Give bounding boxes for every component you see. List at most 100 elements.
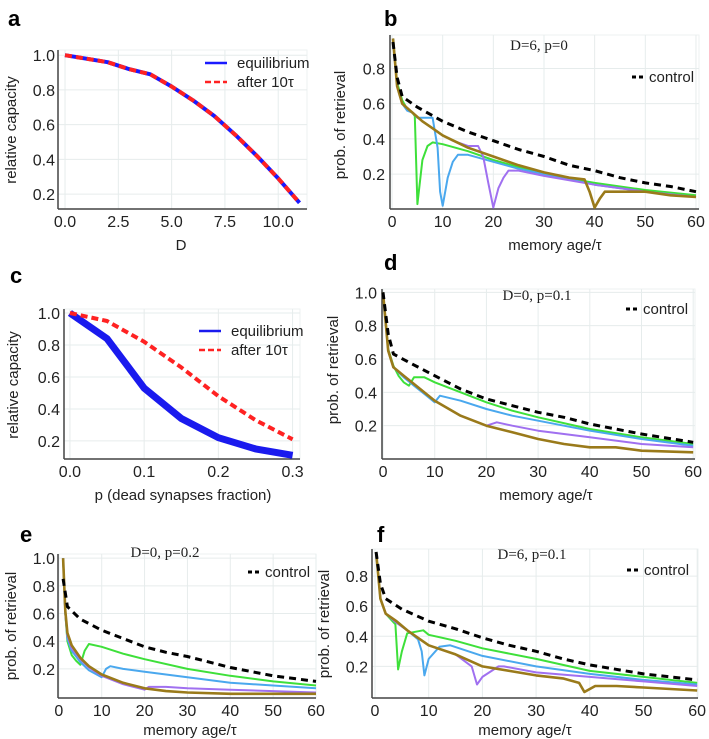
- y-tick-label: 0.4: [33, 634, 55, 651]
- panel-b: 0 10 20 30 40 50 60 0.2 0.4 0.6 0.8 control D=6, p=0…: [332, 6, 705, 254]
- y-tick-label: 1.0: [38, 306, 60, 323]
- series-line-color-3ee03a: [62, 558, 317, 687]
- x-tick-label: 0: [388, 214, 397, 231]
- x-axis-label: D: [176, 237, 187, 254]
- series-line-color-9a7a1a: [374, 551, 698, 694]
- y-tick-label: 0.6: [38, 370, 60, 387]
- series-line-equilibrium: [67, 310, 294, 459]
- x-tick-label: 0.2: [207, 464, 229, 481]
- y-tick-label: 0.4: [33, 152, 55, 169]
- x-tick-label: 20: [474, 703, 492, 720]
- x-tick-label: 0.1: [133, 464, 155, 481]
- x-tick-label: 50: [635, 703, 653, 720]
- y-axis-label: relative capacity: [5, 331, 22, 439]
- y-axis-label: prob. of retrieval: [325, 316, 342, 424]
- x-tick-label: 50: [264, 703, 282, 720]
- panel-label: d: [384, 250, 397, 275]
- panel-label: a: [8, 6, 21, 31]
- panel-title: D=6, p=0.1: [497, 547, 566, 563]
- y-tick-label: 0.2: [33, 187, 55, 204]
- y-tick-label: 1.0: [33, 551, 55, 568]
- panel-label: c: [10, 263, 22, 288]
- x-tick-label: 30: [179, 703, 197, 720]
- legend-label: control: [265, 564, 310, 581]
- x-tick-label: 10: [420, 703, 438, 720]
- y-tick-label: 0.2: [346, 659, 368, 676]
- x-tick-label: 7.5: [214, 214, 236, 231]
- y-tick-label: 0.8: [355, 319, 377, 336]
- y-tick-label: 0.4: [346, 629, 368, 646]
- panel-label: f: [377, 522, 385, 547]
- panel-a: 0.0 2.5 5.0 7.5 10.0 0.2 0.4 0.6 0.8 1.0 equilibri…: [3, 6, 310, 254]
- x-tick-label: 0: [371, 703, 380, 720]
- y-tick-label: 1.0: [33, 48, 55, 65]
- legend-label: after 10τ: [231, 342, 288, 359]
- x-axis-label: memory age/τ: [508, 237, 602, 254]
- y-tick-label: 0.6: [33, 118, 55, 135]
- series-line-color-a070f0: [392, 38, 697, 209]
- x-tick-label: 0.0: [59, 464, 81, 481]
- series-line-color-9a7a1a: [391, 38, 697, 209]
- y-tick-label: 1.0: [355, 285, 377, 302]
- plot-area: [389, 34, 700, 210]
- legend-label: equilibrium: [231, 323, 304, 340]
- y-axis-label: prob. of retrieval: [332, 71, 349, 179]
- panel-f: 0 10 20 30 40 50 60 0.2 0.4 0.6 0.8 control D=6, p=0…: [316, 522, 706, 739]
- y-tick-label: 0.2: [355, 419, 377, 436]
- panel-title: D=0, p=0.2: [130, 545, 199, 561]
- y-tick-label: 0.2: [38, 434, 60, 451]
- legend-label: after 10τ: [237, 74, 294, 91]
- x-tick-label: 40: [586, 214, 604, 231]
- legend-label: control: [649, 69, 694, 86]
- x-tick-label: 10.0: [263, 214, 294, 231]
- x-tick-label: 60: [687, 214, 705, 231]
- series-line-after-10τ: [64, 53, 302, 205]
- y-axis-label: prob. of retrieval: [3, 572, 20, 680]
- x-tick-label: 40: [581, 464, 599, 481]
- y-tick-label: 0.4: [363, 132, 385, 149]
- series-line-color-9a7a1a: [381, 292, 694, 454]
- x-axis-label: p (dead synapses fraction): [95, 487, 272, 504]
- panel-label: e: [20, 522, 32, 547]
- x-tick-label: 10: [93, 703, 111, 720]
- y-tick-label: 0.8: [33, 579, 55, 596]
- y-tick-label: 0.6: [363, 97, 385, 114]
- series-line-color-9a7a1a: [61, 558, 316, 696]
- x-tick-label: 10: [434, 214, 452, 231]
- legend-label: equilibrium: [237, 55, 310, 72]
- x-tick-label: 60: [684, 464, 702, 481]
- y-tick-label: 0.8: [33, 83, 55, 100]
- x-tick-label: 0.0: [54, 214, 76, 231]
- x-tick-label: 30: [529, 464, 547, 481]
- panel-c: 0.0 0.1 0.2 0.3 0.2 0.4 0.6 0.8 1.0 equilibrium af…: [5, 263, 304, 504]
- x-axis-label: memory age/τ: [478, 722, 572, 739]
- y-tick-label: 0.6: [355, 352, 377, 369]
- series-line-after-10τ: [69, 311, 294, 442]
- y-tick-label: 0.2: [33, 662, 55, 679]
- y-tick-label: 0.8: [346, 569, 368, 586]
- x-axis-label: memory age/τ: [499, 487, 593, 504]
- panel-d: 0 10 20 30 40 50 60 0.2 0.4 0.6 0.8 1.0 control D=0, …: [325, 250, 702, 504]
- y-tick-label: 0.8: [363, 61, 385, 78]
- x-axis-label: memory age/τ: [143, 722, 237, 739]
- series-line-control: [381, 292, 694, 444]
- y-axis-label: relative capacity: [3, 76, 20, 184]
- y-tick-label: 0.6: [346, 599, 368, 616]
- series-line-control: [61, 578, 317, 683]
- legend-label: control: [644, 562, 689, 579]
- panel-e: 0 10 20 30 40 50 60 0.2 0.4 0.6 0.8 1.0 control D=0, …: [3, 522, 325, 739]
- x-tick-label: 60: [307, 703, 325, 720]
- series-line-control: [391, 41, 697, 194]
- panel-title: D=0, p=0.1: [502, 288, 571, 304]
- x-tick-label: 10: [426, 464, 444, 481]
- x-tick-label: 40: [221, 703, 239, 720]
- y-tick-label: 0.6: [33, 607, 55, 624]
- y-tick-label: 0.2: [363, 167, 385, 184]
- x-tick-label: 20: [136, 703, 154, 720]
- legend-label: control: [643, 301, 688, 318]
- x-tick-label: 30: [527, 703, 545, 720]
- x-tick-label: 30: [535, 214, 553, 231]
- x-tick-label: 0: [54, 703, 63, 720]
- y-axis-label: prob. of retrieval: [316, 570, 333, 678]
